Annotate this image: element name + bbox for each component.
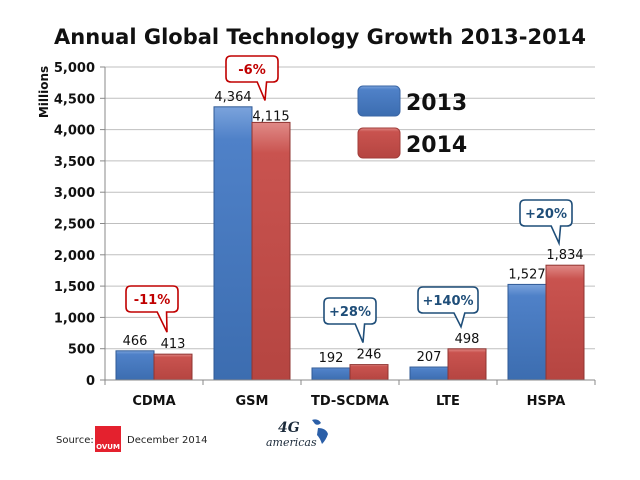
legend-swatch-2013 xyxy=(357,85,401,117)
y-tick-label: 4,000 xyxy=(54,124,95,139)
legend-swatch-2014 xyxy=(357,127,401,159)
callout-text: +28% xyxy=(329,305,371,320)
bar-2014-lte xyxy=(447,348,487,381)
y-tick-label: 3,000 xyxy=(54,186,95,201)
data-label: 498 xyxy=(455,332,480,347)
data-label: 1,834 xyxy=(546,248,583,263)
bar-2014-cdma xyxy=(153,353,193,381)
callout-cdma: -11% xyxy=(125,285,179,333)
x-tick-label: TD-SCDMA xyxy=(311,394,389,409)
bars xyxy=(115,106,585,381)
data-label: 413 xyxy=(161,337,186,352)
bar-2013-hspa xyxy=(507,283,547,381)
bar-2013-lte xyxy=(409,366,449,381)
bar-2014-td-scdma xyxy=(349,364,389,381)
x-tick-label: LTE xyxy=(436,394,460,409)
data-label: 192 xyxy=(319,351,344,366)
y-axis-label: Millions xyxy=(37,66,51,118)
y-tick-label: 5,000 xyxy=(54,61,95,76)
americas-map-icon xyxy=(312,419,328,444)
callouts: -11% -6% +28% +140% +20% xyxy=(125,55,573,343)
callout-hspa: +20% xyxy=(519,199,573,247)
callout-bubble xyxy=(323,297,377,343)
y-tick-label: 0 xyxy=(86,374,95,389)
logo-4g-text: 4G xyxy=(278,420,300,436)
x-tick-label: CDMA xyxy=(132,394,175,409)
y-tick-label: 4,500 xyxy=(54,92,95,107)
4g-americas-logo: 4G americas xyxy=(266,419,328,449)
legend: 2013 2014 xyxy=(357,85,467,159)
data-label: 466 xyxy=(123,334,148,349)
data-label: 246 xyxy=(357,348,382,363)
gridlines xyxy=(105,66,595,350)
bar-2013-gsm xyxy=(213,106,253,381)
ovum-logo xyxy=(95,426,121,452)
chart-title: Annual Global Technology Growth 2013-201… xyxy=(54,25,586,49)
callout-bubble xyxy=(125,285,179,333)
data-label: 4,364 xyxy=(214,90,251,105)
y-tick-label: 2,000 xyxy=(54,249,95,264)
callout-gsm: -6% xyxy=(225,55,279,101)
y-tick-label: 2,500 xyxy=(54,218,95,233)
y-tick-label: 1,500 xyxy=(54,280,95,295)
y-tick-label: 500 xyxy=(68,343,95,358)
data-label: 1,527 xyxy=(508,267,545,282)
bar-2013-cdma xyxy=(115,350,155,381)
callout-lte: +140% xyxy=(417,286,479,330)
callout-text: +20% xyxy=(525,207,567,222)
x-tick-label: GSM xyxy=(236,394,269,409)
ovum-logo-text: OVUM xyxy=(96,443,120,451)
callout-text: -11% xyxy=(134,293,171,308)
data-label: 207 xyxy=(417,350,442,365)
x-axis: CDMA GSM TD-SCDMA LTE HSPA xyxy=(104,379,596,409)
legend-label-2013: 2013 xyxy=(406,91,467,116)
callout-bubble xyxy=(225,55,279,101)
y-tick-label: 1,000 xyxy=(54,311,95,326)
source-label: Source: xyxy=(56,435,94,446)
y-axis-ticks: 0 500 1,000 1,500 2,000 2,500 3,000 3,500 4,000 4… xyxy=(54,61,106,389)
logo-americas-text: americas xyxy=(266,436,317,449)
callout-text: +140% xyxy=(422,294,473,309)
callout-bubble xyxy=(519,199,573,247)
footer: Source: OVUM December 2014 4G americas xyxy=(56,419,328,452)
y-tick-label: 3,500 xyxy=(54,155,95,170)
bar-2013-td-scdma xyxy=(311,367,351,381)
source-date: December 2014 xyxy=(127,435,207,446)
legend-label-2014: 2014 xyxy=(406,133,467,158)
bar-2014-gsm xyxy=(251,121,291,381)
callout-bubble xyxy=(417,286,479,330)
data-label: 4,115 xyxy=(252,109,289,124)
callout-text: -6% xyxy=(238,63,265,78)
x-tick-label: HSPA xyxy=(527,394,566,409)
bar-2014-hspa xyxy=(545,264,585,381)
callout-td-scdma: +28% xyxy=(323,297,377,343)
